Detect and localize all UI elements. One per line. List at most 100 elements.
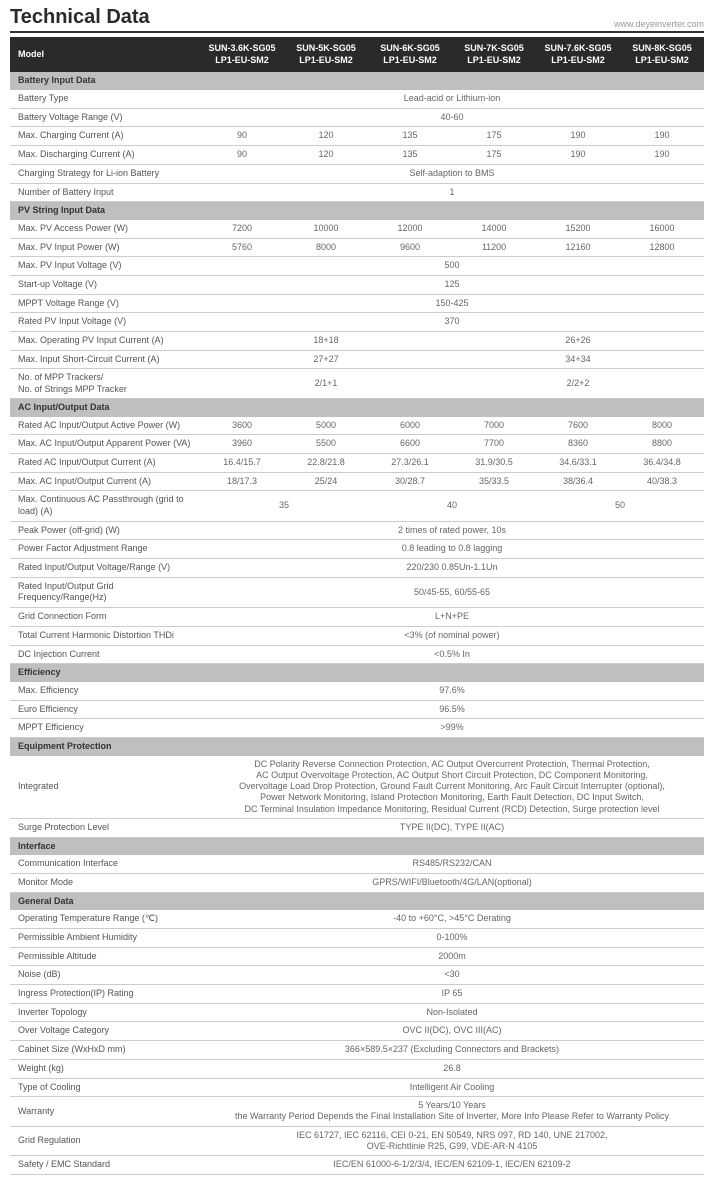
spec-cell: IEC/EN 61000-6-1/2/3/4, IEC/EN 62109-1, … — [200, 1156, 704, 1175]
spec-cell: 34+34 — [452, 350, 704, 369]
spec-row: Monitor ModeGPRS/WIFI/Bluetooth/4G/LAN(o… — [10, 873, 704, 892]
spec-label: Charging Strategy for Li-ion Battery — [10, 164, 200, 183]
spec-row: Safety / EMC StandardIEC/EN 61000-6-1/2/… — [10, 1156, 704, 1175]
spec-row: Charging Strategy for Li-ion BatterySelf… — [10, 164, 704, 183]
spec-row: Battery TypeLead-acid or Lithium-ion — [10, 90, 704, 108]
spec-cell: 6000 — [368, 417, 452, 435]
spec-row: Max. Charging Current (A)901201351751901… — [10, 127, 704, 146]
spec-cell: 26+26 — [452, 332, 704, 351]
spec-label: No. of MPP Trackers/No. of Strings MPP T… — [10, 369, 200, 399]
spec-label: Max. AC Input/Output Current (A) — [10, 472, 200, 491]
spec-cell: 120 — [284, 146, 368, 165]
spec-cell: Self-adaption to BMS — [200, 164, 704, 183]
spec-cell: 50 — [536, 491, 704, 521]
spec-label: Rated AC Input/Output Active Power (W) — [10, 417, 200, 435]
section-label: AC Input/Output Data — [10, 398, 704, 416]
spec-table: ModelSUN-3.6K-SG05LP1-EU-SM2SUN-5K-SG05L… — [10, 37, 704, 1175]
spec-label: Integrated — [10, 756, 200, 819]
spec-label: Max. Discharging Current (A) — [10, 146, 200, 165]
spec-label: Battery Voltage Range (V) — [10, 108, 200, 127]
page-url: www.deyeinverter.com — [614, 19, 704, 29]
section-row: AC Input/Output Data — [10, 398, 704, 416]
spec-row: Max. AC Input/Output Current (A)18/17.32… — [10, 472, 704, 491]
model-header: SUN-7K-SG05LP1-EU-SM2 — [452, 37, 536, 72]
spec-cell: 6600 — [368, 435, 452, 454]
spec-row: Inverter TopologyNon-Isolated — [10, 1003, 704, 1022]
spec-row: Max. Operating PV Input Current (A)18+18… — [10, 332, 704, 351]
spec-label: MPPT Efficiency — [10, 719, 200, 738]
spec-cell: 8360 — [536, 435, 620, 454]
spec-cell: IEC 61727, IEC 62116, CEI 0-21, EN 50549… — [200, 1126, 704, 1156]
spec-cell: 22.8/21.8 — [284, 453, 368, 472]
spec-cell: 34.6/33.1 — [536, 453, 620, 472]
spec-cell: 0.8 leading to 0.8 lagging — [200, 540, 704, 559]
section-label: Battery Input Data — [10, 72, 704, 90]
spec-cell: 8800 — [620, 435, 704, 454]
spec-label: Weight (kg) — [10, 1059, 200, 1078]
spec-cell: 31.9/30.5 — [452, 453, 536, 472]
spec-cell: 220/230 0.85Un-1.1Un — [200, 559, 704, 578]
spec-label: Power Factor Adjustment Range — [10, 540, 200, 559]
spec-row: Rated Input/Output Voltage/Range (V)220/… — [10, 559, 704, 578]
spec-row: Grid Connection FormL+N+PE — [10, 608, 704, 627]
spec-cell: 7700 — [452, 435, 536, 454]
spec-row: Max. Input Short-Circuit Current (A)27+2… — [10, 350, 704, 369]
page-header: Technical Data www.deyeinverter.com — [10, 6, 704, 33]
spec-cell: 90 — [200, 127, 284, 146]
spec-cell: 3600 — [200, 417, 284, 435]
spec-cell: 175 — [452, 146, 536, 165]
spec-label: Grid Regulation — [10, 1126, 200, 1156]
spec-cell: Lead-acid or Lithium-ion — [200, 90, 704, 108]
spec-cell: 190 — [620, 146, 704, 165]
section-row: Efficiency — [10, 664, 704, 682]
spec-cell: 97.6% — [200, 682, 704, 700]
spec-label: Number of Battery Input — [10, 183, 200, 202]
spec-cell: <0.5% In — [200, 645, 704, 664]
spec-cell: 18+18 — [200, 332, 452, 351]
spec-cell: 7200 — [200, 220, 284, 238]
spec-row: Rated AC Input/Output Active Power (W)36… — [10, 417, 704, 435]
spec-cell: 5 Years/10 Yearsthe Warranty Period Depe… — [200, 1097, 704, 1127]
spec-row: Over Voltage CategoryOVC II(DC), OVC III… — [10, 1022, 704, 1041]
spec-label: DC Injection Current — [10, 645, 200, 664]
spec-row: Weight (kg)26.8 — [10, 1059, 704, 1078]
spec-row: Total Current Harmonic Distortion THDi<3… — [10, 626, 704, 645]
spec-cell: 370 — [200, 313, 704, 332]
spec-label: Permissible Altitude — [10, 947, 200, 966]
section-row: Interface — [10, 837, 704, 855]
header-label: Model — [10, 37, 200, 72]
spec-cell: 5500 — [284, 435, 368, 454]
spec-cell: 38/36.4 — [536, 472, 620, 491]
spec-cell: 135 — [368, 127, 452, 146]
model-header: SUN-3.6K-SG05LP1-EU-SM2 — [200, 37, 284, 72]
spec-label: Rated Input/Output Voltage/Range (V) — [10, 559, 200, 578]
model-header: SUN-5K-SG05LP1-EU-SM2 — [284, 37, 368, 72]
spec-label: Safety / EMC Standard — [10, 1156, 200, 1175]
spec-cell: 50/45-55, 60/55-65 — [200, 577, 704, 607]
spec-cell: 3960 — [200, 435, 284, 454]
section-label: Efficiency — [10, 664, 704, 682]
spec-cell: Non-Isolated — [200, 1003, 704, 1022]
spec-cell: 366×589.5×237 (Excluding Connectors and … — [200, 1041, 704, 1060]
section-label: Equipment Protection — [10, 737, 704, 755]
spec-row: Warranty5 Years/10 Yearsthe Warranty Per… — [10, 1097, 704, 1127]
spec-row: Max. Discharging Current (A)901201351751… — [10, 146, 704, 165]
spec-cell: 90 — [200, 146, 284, 165]
spec-label: Start-up Voltage (V) — [10, 275, 200, 294]
spec-label: Type of Cooling — [10, 1078, 200, 1097]
spec-cell: 150-425 — [200, 294, 704, 313]
spec-row: MPPT Efficiency>99% — [10, 719, 704, 738]
spec-cell: 2 times of rated power, 10s — [200, 521, 704, 540]
spec-cell: 35 — [200, 491, 368, 521]
spec-cell: <30 — [200, 966, 704, 985]
spec-cell: 96.5% — [200, 700, 704, 719]
spec-cell: 35/33.5 — [452, 472, 536, 491]
spec-label: Monitor Mode — [10, 873, 200, 892]
spec-row: Max. AC Input/Output Apparent Power (VA)… — [10, 435, 704, 454]
spec-cell: OVC II(DC), OVC III(AC) — [200, 1022, 704, 1041]
spec-label: Inverter Topology — [10, 1003, 200, 1022]
spec-label: Surge Protection Level — [10, 818, 200, 837]
spec-row: Max. Continuous AC Passthrough (grid to … — [10, 491, 704, 521]
spec-row: Operating Temperature Range (℃)-40 to +6… — [10, 910, 704, 928]
spec-cell: 27.3/26.1 — [368, 453, 452, 472]
